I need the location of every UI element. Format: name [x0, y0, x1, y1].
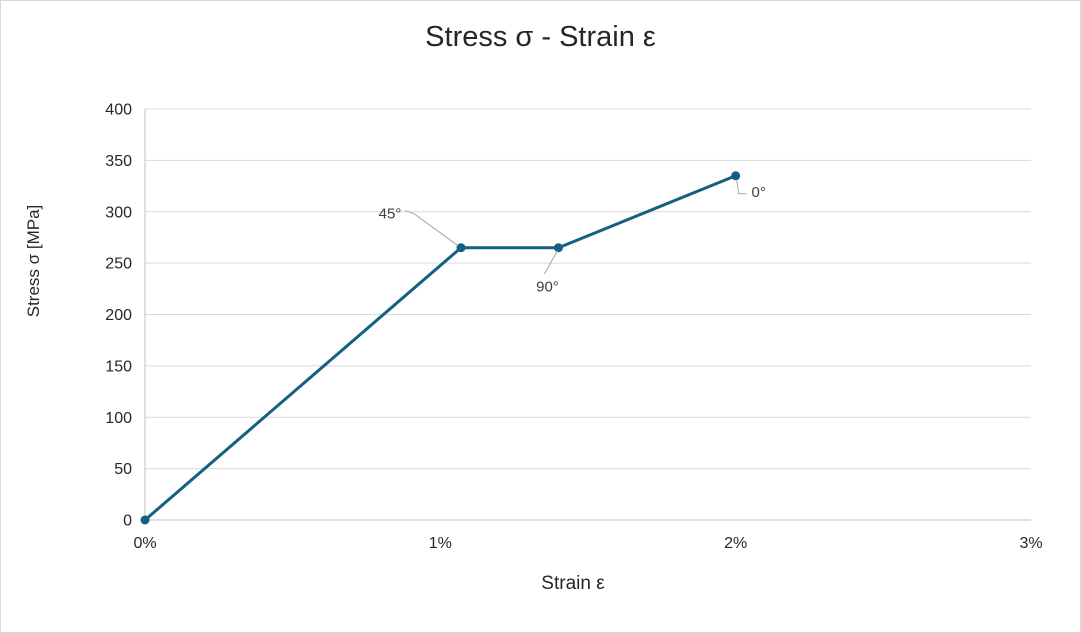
- x-tick-label: 2%: [724, 535, 747, 552]
- y-axis-title: Stress σ [MPa]: [24, 204, 43, 318]
- y-tick-label: 50: [114, 461, 132, 478]
- annotation-label: 90°: [536, 279, 559, 296]
- annotation-leader-line: [544, 250, 558, 274]
- x-tick-label: 1%: [429, 535, 452, 552]
- x-tick-label: 3%: [1019, 535, 1042, 552]
- y-tick-label: 400: [105, 102, 132, 119]
- x-axis-title: Strain ε: [541, 573, 605, 594]
- annotation-leader-line: [404, 210, 459, 247]
- x-tick-label: 0%: [133, 535, 156, 552]
- data-point-marker: [731, 171, 741, 181]
- y-tick-label: 300: [105, 204, 132, 221]
- y-tick-label: 0: [123, 513, 132, 530]
- y-tick-label: 150: [105, 358, 132, 375]
- annotation-label: 45°: [379, 206, 402, 223]
- y-tick-label: 250: [105, 256, 132, 273]
- data-point-marker: [140, 515, 150, 525]
- y-tick-label: 200: [105, 307, 132, 324]
- annotation-leader-line: [736, 179, 747, 195]
- chart-title: Stress σ - Strain ε: [425, 21, 656, 53]
- series-line: [143, 174, 738, 522]
- y-tick-label: 350: [105, 153, 132, 170]
- data-point-marker: [456, 243, 466, 253]
- data-point-marker: [553, 243, 563, 253]
- annotation-label: 0°: [751, 184, 765, 201]
- y-tick-label: 100: [105, 410, 132, 427]
